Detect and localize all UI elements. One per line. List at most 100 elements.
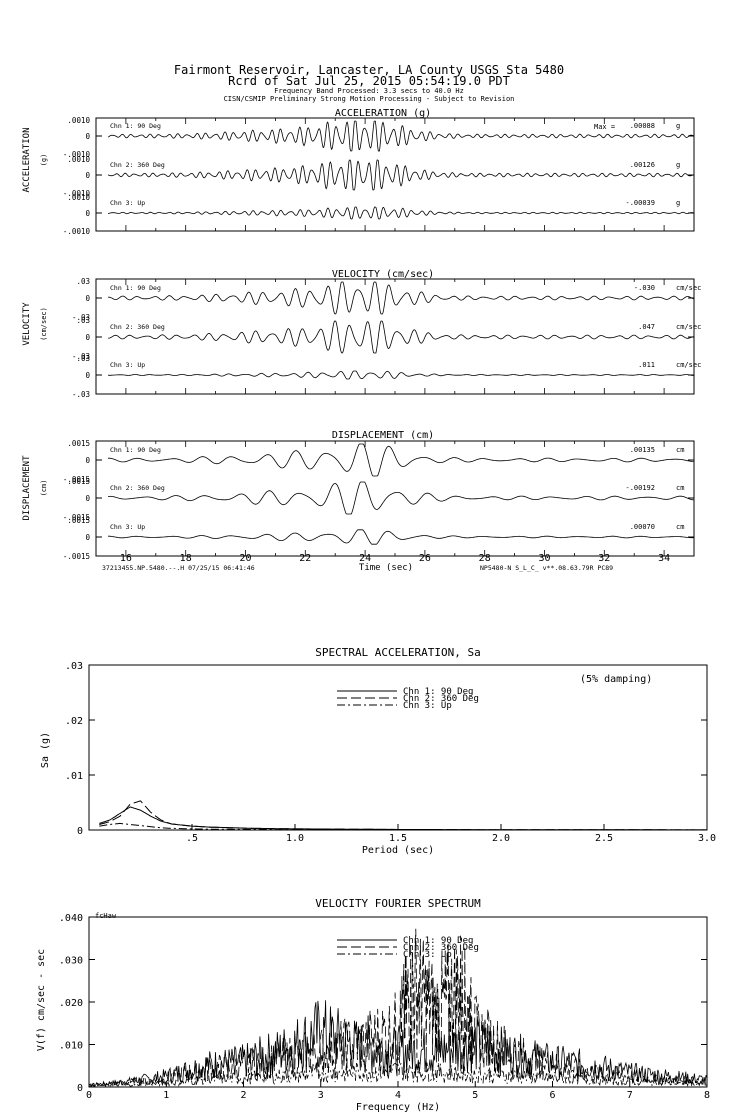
time-tick-label: 34 <box>658 553 670 564</box>
time-tick-label: 26 <box>419 553 431 564</box>
y-tick-label-zero: 0 <box>85 494 90 503</box>
time-axis: 16 18 20 22 24 26 28 30 32 34 <box>120 553 670 564</box>
station-title: Fairmont Reservoir, Lancaster, LA County… <box>174 63 564 77</box>
peak-unit: cm/sec <box>676 284 701 292</box>
y-tick-label: .030 <box>59 956 83 967</box>
channel-label: Chn 2: 360 Deg <box>110 484 165 492</box>
waveform-trace <box>108 281 694 315</box>
waveform-trace <box>107 159 694 191</box>
x-tick-label: 8 <box>704 1090 710 1101</box>
y-tick-label-bottom: -.0015 <box>63 552 90 561</box>
channel-label: Chn 3: Up <box>110 523 145 531</box>
peak-value: .00088 <box>630 122 655 130</box>
peak-unit: g <box>676 161 680 169</box>
fourier-ylabel: V(f) cm/sec - sec <box>36 949 47 1051</box>
channel-label: Chn 1: 90 Deg <box>110 122 161 130</box>
peak-value: .047 <box>638 323 655 331</box>
spectral-acceleration-chart: .5 1.0 1.5 2.0 2.5 3.0 .03 .02 .01 0 Chn 1: 90 Deg… <box>65 661 716 844</box>
time-tick-label: 22 <box>299 553 311 564</box>
x-tick-label: 2.0 <box>492 833 510 844</box>
channel-label: Chn 1: 90 Deg <box>110 284 161 292</box>
y-tick-label-bottom: -.03 <box>72 390 90 399</box>
y-tick-label-top: .03 <box>76 316 90 325</box>
legend-label: Chn 2: 360 Deg <box>403 943 479 953</box>
y-tick-label-top: .0015 <box>67 439 90 448</box>
y-tick-label: 0 <box>77 1083 83 1094</box>
series-line-2 <box>88 928 708 1088</box>
y-tick-label-top: .0010 <box>67 155 90 164</box>
peak-value: .00135 <box>630 446 655 454</box>
peak-unit: g <box>676 199 680 207</box>
waveform-trace <box>107 206 694 220</box>
channel-label: Chn 2: 360 Deg <box>110 323 165 331</box>
x-tick-label: 0 <box>86 1090 92 1101</box>
sa-xlabel: Period (sec) <box>362 845 434 856</box>
time-tick-label: 24 <box>359 553 371 564</box>
velocity-ylabel: VELOCITY <box>22 302 32 346</box>
series-line-2 <box>99 800 707 831</box>
x-tick-label: 1.5 <box>389 833 407 844</box>
plot-frame <box>88 664 708 831</box>
legend-label: Chn 1: 90 Deg <box>403 936 473 946</box>
y-tick-label: .03 <box>65 661 83 672</box>
peak-value: -.00039 <box>625 199 655 207</box>
record-time: Rcrd of Sat Jul 25, 2015 05:54:19.0 PDT <box>228 74 510 88</box>
y-tick-label-top: .0015 <box>67 477 90 486</box>
y-tick-label-zero: 0 <box>85 456 90 465</box>
series-line-1 <box>88 1000 708 1087</box>
fourier-corner-label: fcHaw <box>95 912 117 920</box>
time-tick-label: 28 <box>479 553 491 564</box>
y-tick-label: .010 <box>59 1041 83 1052</box>
y-tick-label: .040 <box>59 913 83 924</box>
frequency-band: Frequency Band Processed: 3.3 secs to 40… <box>274 87 464 95</box>
footer-right: NP5480-N S_L_C_ v**.08.63.79R PC89 <box>480 564 613 572</box>
y-tick-label-zero: 0 <box>85 171 90 180</box>
peak-unit: cm/sec <box>676 361 701 369</box>
peak-value: .00070 <box>630 523 655 531</box>
x-tick-label: 5 <box>472 1090 478 1101</box>
y-tick-label-bottom: -.0015 <box>63 513 90 522</box>
y-tick-label-zero: 0 <box>85 333 90 342</box>
x-tick-label: 7 <box>627 1090 633 1101</box>
acceleration-ylabel: ACCELERATION <box>22 127 32 192</box>
processing-note: CISN/CSMIP Preliminary Strong Motion Pro… <box>224 95 515 103</box>
acceleration-yunit: (g) <box>40 154 48 167</box>
y-tick-label-zero: 0 <box>85 371 90 380</box>
y-tick-label-top: .03 <box>76 354 90 363</box>
displacement-title: DISPLACEMENT (cm) <box>332 430 434 441</box>
acceleration-max-label: Max = <box>594 123 615 131</box>
waveform-trace <box>107 443 694 477</box>
y-tick-label-zero: 0 <box>85 132 90 141</box>
x-tick-label: 2.5 <box>595 833 613 844</box>
sa-title: SPECTRAL ACCELERATION, Sa <box>315 646 481 659</box>
x-tick-label: 6 <box>549 1090 555 1101</box>
time-tick-label: 32 <box>598 553 610 564</box>
series-line-3 <box>88 1061 708 1088</box>
y-tick-label: .01 <box>65 771 83 782</box>
time-history-panels: Chn 1: 90 Deg .0010 0 -.0010 .00088 g Chn 2: 3… <box>63 116 701 561</box>
velocity-yunit: (cm/sec) <box>40 307 48 341</box>
y-tick-label-top: .03 <box>76 277 90 286</box>
channel-label: Chn 3: Up <box>110 361 145 369</box>
y-tick-label-bottom: -.0015 <box>63 475 90 484</box>
waveform-trace <box>107 120 694 152</box>
time-axis-label: Time (sec) <box>359 563 413 573</box>
x-tick-label: 3 <box>318 1090 324 1101</box>
panel-frame-2 <box>95 440 695 557</box>
acceleration-title: ACCELERATION (g) <box>335 108 431 119</box>
x-tick-label: 1.0 <box>286 833 304 844</box>
y-tick-label-bottom: -.0010 <box>63 189 91 198</box>
peak-unit: g <box>676 122 680 130</box>
fourier-xlabel: Frequency (Hz) <box>356 1102 440 1113</box>
waveform-trace <box>108 370 694 380</box>
y-tick-label-bottom: -.0010 <box>63 150 91 159</box>
y-tick-label: .020 <box>59 998 83 1009</box>
time-tick-label: 16 <box>120 553 132 564</box>
legend-label: Chn 3: Up <box>403 950 452 960</box>
y-tick-label: 0 <box>77 826 83 837</box>
peak-unit: cm <box>676 523 684 531</box>
peak-value: -.030 <box>634 284 655 292</box>
y-tick-label: .02 <box>65 716 83 727</box>
